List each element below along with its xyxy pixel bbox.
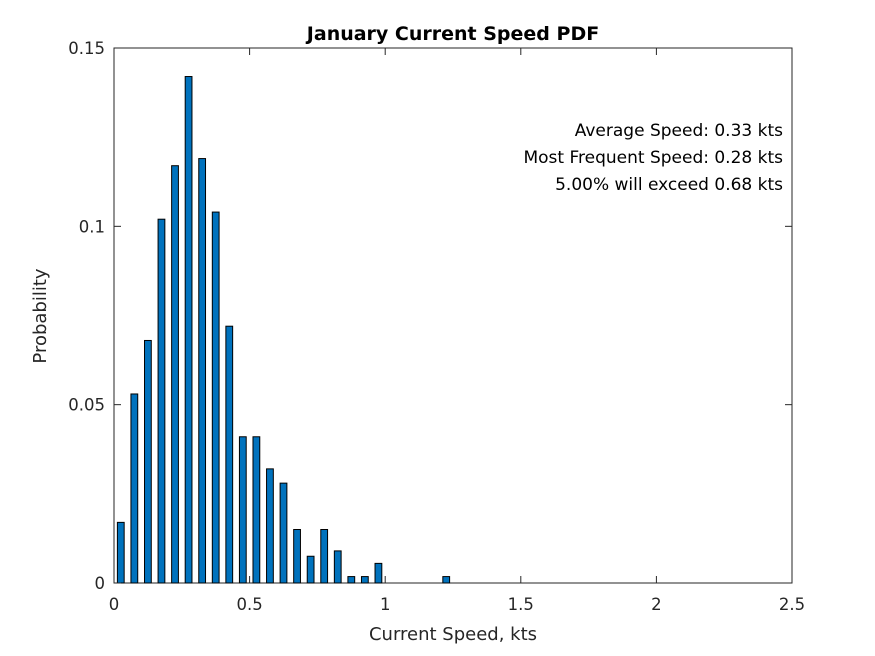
bar: [347, 576, 356, 584]
tick-labels-group: 0 0.5 1 1.5 2 2.5 0 0.05 0.1 0.15: [68, 39, 805, 614]
bar: [360, 576, 369, 584]
bar: [116, 521, 125, 584]
bar: [225, 325, 234, 584]
bar: [171, 165, 179, 584]
bar: [198, 158, 207, 584]
bar: [157, 218, 166, 584]
y-tick-label: 0.1: [79, 217, 105, 236]
annotation-exceedance: 5.00% will exceed 0.68 kts: [555, 175, 783, 195]
ticks-group: [113, 47, 793, 584]
annotation-average-speed: Average Speed: 0.33 kts: [575, 121, 783, 141]
x-tick-label: 0: [109, 595, 120, 614]
y-tick-label: 0: [95, 574, 106, 593]
bar: [442, 576, 451, 584]
bar: [130, 393, 139, 584]
bars-group: [116, 76, 451, 584]
bar: [320, 529, 329, 584]
bar: [293, 529, 301, 584]
chart-title: January Current Speed PDF: [305, 23, 599, 45]
bar: [279, 482, 288, 584]
x-tick-label: 1: [380, 595, 391, 614]
x-tick-label: 2: [651, 595, 662, 614]
y-tick-label: 0.15: [68, 39, 105, 58]
x-tick-label: 1.5: [508, 595, 534, 614]
x-tick-label: 2.5: [779, 595, 805, 614]
bar: [333, 550, 342, 584]
bar: [252, 436, 261, 584]
bar: [266, 468, 274, 584]
bar: [144, 339, 152, 584]
bar: [374, 562, 383, 584]
bar: [211, 211, 220, 584]
bar: [184, 76, 193, 584]
bar: [306, 555, 315, 584]
annotation-most-frequent-speed: Most Frequent Speed: 0.28 kts: [523, 148, 783, 168]
y-tick-label: 0.05: [68, 396, 105, 415]
y-axis-label: Probability: [30, 268, 51, 363]
x-tick-label: 0.5: [236, 595, 262, 614]
bar: [238, 436, 247, 584]
x-axis-label: Current Speed, kts: [369, 624, 537, 645]
